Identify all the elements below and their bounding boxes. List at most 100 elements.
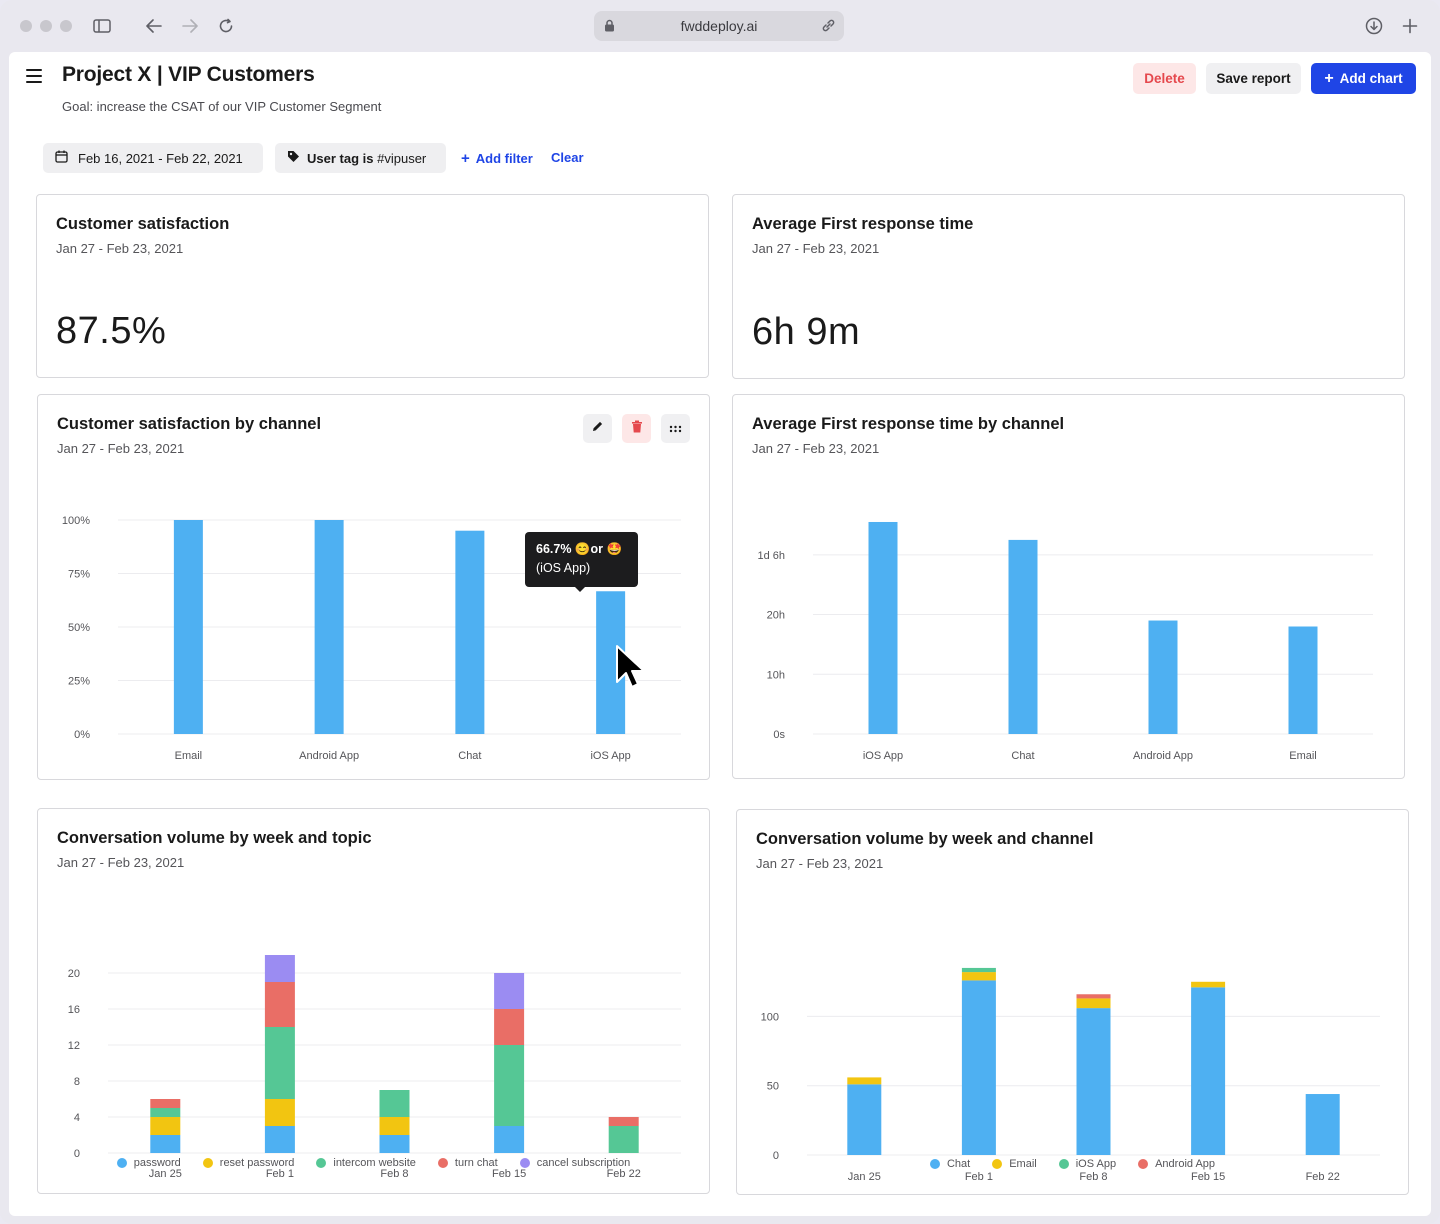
- save-report-button[interactable]: Save report: [1206, 63, 1301, 94]
- card-date-range: Jan 27 - Feb 23, 2021: [56, 241, 184, 256]
- delete-chart-button[interactable]: [622, 414, 651, 443]
- legend-item[interactable]: intercom website: [316, 1157, 416, 1169]
- window-controls: [20, 20, 72, 32]
- tooltip-category: (iOS App): [536, 561, 591, 575]
- legend-label: Email: [1009, 1158, 1037, 1170]
- legend-dot: [437, 1158, 448, 1168]
- minimize-window-button[interactable]: [40, 20, 52, 32]
- y-tick-label: 20: [68, 968, 80, 980]
- legend-item[interactable]: iOS App: [1058, 1158, 1117, 1170]
- card-date-range: Jan 27 - Feb 23, 2021: [57, 855, 185, 870]
- legend-label: cancel subscription: [536, 1157, 631, 1169]
- bar-segment: [150, 1135, 181, 1153]
- delete-button[interactable]: Delete: [1133, 63, 1196, 94]
- bar-segment: [961, 967, 996, 973]
- y-tick-label: 16: [68, 1004, 80, 1016]
- add-filter-label: Add filter: [475, 151, 533, 166]
- legend-item[interactable]: reset password: [202, 1157, 294, 1169]
- card-date-range: Jan 27 - Feb 23, 2021: [752, 241, 880, 256]
- x-category-label: Chat: [458, 750, 481, 762]
- legend-item[interactable]: turn chat: [437, 1157, 498, 1169]
- bar-segment: [379, 1117, 410, 1135]
- legend-item[interactable]: Chat: [929, 1158, 970, 1170]
- bar-segment: [264, 1099, 295, 1126]
- x-category-label: Android App: [1133, 750, 1193, 762]
- link-icon[interactable]: [821, 18, 836, 36]
- bar-segment: [494, 1126, 525, 1153]
- bar-segment: [1076, 998, 1111, 1009]
- volume-by-channel-chart: 0 50 100 Jan 25 Feb 1 Feb 8 Feb 15 Feb 22: [761, 967, 1380, 1183]
- bar-segment: [150, 1099, 181, 1108]
- legend-label: iOS App: [1075, 1158, 1117, 1170]
- bar-segment: [494, 1009, 525, 1045]
- bar-segment: [150, 1117, 181, 1135]
- card-title: Customer satisfaction: [56, 215, 230, 233]
- y-tick-label: 12: [68, 1040, 80, 1052]
- x-category-label: Feb 1: [266, 1168, 294, 1180]
- download-icon[interactable]: [1362, 14, 1386, 38]
- forward-arrow-icon[interactable]: [178, 14, 202, 38]
- y-tick-label: 100: [761, 1011, 779, 1023]
- bar-segment: [379, 1090, 410, 1117]
- y-tick-label: 0: [773, 1150, 779, 1162]
- tag-filter-label: User tag is: [307, 150, 374, 166]
- y-tick-label: 0s: [773, 729, 785, 741]
- y-tick-label: 75%: [68, 569, 90, 581]
- close-window-button[interactable]: [20, 20, 32, 32]
- sidebar-toggle-icon[interactable]: [90, 14, 114, 38]
- card-date-range: Jan 27 - Feb 23, 2021: [756, 856, 884, 871]
- bar: [1148, 620, 1178, 734]
- chart-tooltip: 66.7% 😊or 🤩 (iOS App): [525, 532, 638, 592]
- bar-segment: [1076, 994, 1111, 999]
- volume-by-topic-chart: 0 4 8 12 16 20 Jan 25 Feb 1 Feb 8 Feb 15 Feb 22: [68, 955, 681, 1180]
- y-tick-label: 1d 6h: [757, 550, 785, 562]
- legend-item[interactable]: Android App: [1138, 1158, 1215, 1170]
- legend-dot: [116, 1158, 127, 1168]
- url-text: fwddeploy.ai: [680, 18, 758, 34]
- maximize-window-button[interactable]: [60, 20, 72, 32]
- y-tick-label: 20h: [767, 610, 785, 622]
- y-tick-label: 50: [767, 1081, 779, 1093]
- date-range-filter[interactable]: Feb 16, 2021 - Feb 22, 2021: [43, 143, 263, 173]
- bar-segment: [1305, 1094, 1340, 1155]
- back-arrow-icon[interactable]: [142, 14, 166, 38]
- x-category-label: iOS App: [863, 750, 903, 762]
- bar-segment: [494, 973, 525, 1009]
- add-chart-button[interactable]: + Add chart: [1311, 63, 1416, 94]
- frt-value: 6h 9m: [752, 311, 861, 353]
- clear-filters-link[interactable]: Clear: [551, 150, 584, 165]
- bar: [1288, 626, 1318, 734]
- new-tab-icon[interactable]: [1398, 14, 1422, 38]
- csat-card: Customer satisfaction Jan 27 - Feb 23, 2…: [36, 194, 709, 378]
- more-options-button[interactable]: [661, 414, 690, 443]
- browser-toolbar: fwddeploy.ai: [0, 0, 1440, 52]
- legend-item[interactable]: cancel subscription: [519, 1157, 631, 1169]
- x-category-label: Feb 22: [607, 1168, 641, 1180]
- bar-segment: [961, 972, 996, 981]
- add-filter-link[interactable]: + Add filter: [461, 150, 533, 167]
- plus-icon: +: [1324, 69, 1334, 87]
- legend-item[interactable]: password: [116, 1157, 181, 1169]
- y-tick-label: 0: [74, 1148, 80, 1160]
- frt-by-channel-chart: 0s 10h 20h 1d 6h iOS App Chat Android App Email: [757, 521, 1373, 762]
- edit-chart-button[interactable]: [583, 414, 612, 443]
- reload-icon[interactable]: [214, 14, 238, 38]
- address-bar[interactable]: fwddeploy.ai: [594, 11, 844, 41]
- x-category-label: Feb 15: [492, 1168, 526, 1180]
- bar-segment: [264, 955, 295, 982]
- user-tag-filter[interactable]: User tag is #vipuser: [275, 143, 446, 173]
- volume-by-topic-card: Conversation volume by week and topic Ja…: [37, 808, 710, 1194]
- bar-segment: [494, 1045, 525, 1126]
- trash-icon: [631, 420, 643, 438]
- csat-by-channel-card: Customer satisfaction by channel Jan 27 …: [37, 394, 710, 780]
- bar-segment: [264, 982, 295, 1027]
- add-chart-label: Add chart: [1339, 71, 1403, 86]
- frt-card: Average First response time Jan 27 - Feb…: [732, 194, 1405, 379]
- legend-label: password: [133, 1157, 181, 1169]
- bar-segment: [1076, 1008, 1111, 1155]
- y-tick-label: 25%: [68, 676, 90, 688]
- menu-icon[interactable]: [26, 69, 42, 83]
- legend-item[interactable]: Email: [992, 1158, 1037, 1170]
- chart-legend: password reset password intercom website tu…: [38, 1157, 709, 1169]
